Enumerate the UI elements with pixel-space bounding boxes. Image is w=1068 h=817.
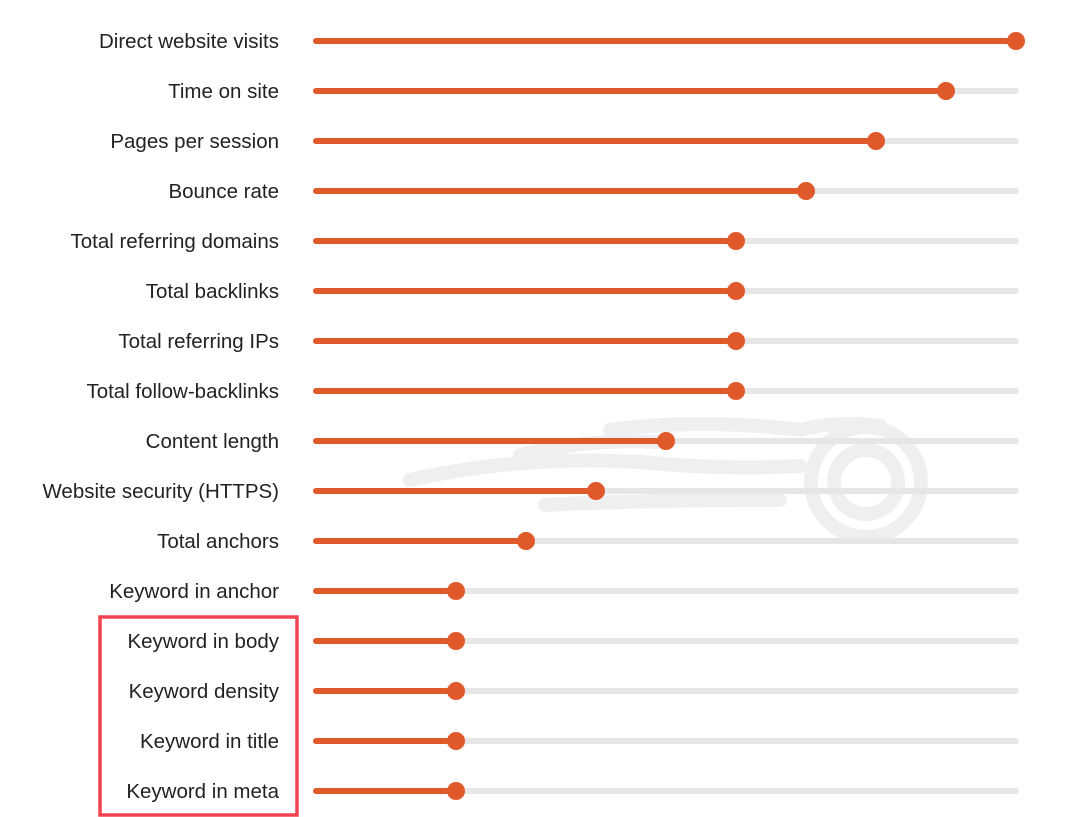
category-label: Direct website visits <box>99 30 279 53</box>
category-label: Pages per session <box>110 130 279 153</box>
chart-row-keyword-in-body: Keyword in body <box>127 630 1019 653</box>
chart-row-bounce-rate: Bounce rate <box>168 180 1019 203</box>
chart-row-total-referring-domains: Total referring domains <box>70 230 1019 253</box>
value-marker <box>657 432 675 450</box>
category-label: Content length <box>146 430 279 453</box>
value-marker <box>587 482 605 500</box>
value-marker <box>447 632 465 650</box>
category-label: Total referring domains <box>70 230 279 253</box>
value-marker <box>727 232 745 250</box>
value-marker <box>867 132 885 150</box>
category-label: Keyword in meta <box>126 780 279 803</box>
chart-row-pages-per-session: Pages per session <box>110 130 1019 153</box>
chart-row-content-length: Content length <box>146 430 1019 453</box>
chart-row-keyword-in-meta: Keyword in meta <box>126 780 1019 803</box>
category-label: Total backlinks <box>146 280 279 303</box>
chart-row-time-on-site: Time on site <box>168 80 1019 103</box>
chart-row-total-backlinks: Total backlinks <box>146 280 1019 303</box>
value-marker <box>447 582 465 600</box>
chart-row-total-anchors: Total anchors <box>157 530 1019 553</box>
category-label: Keyword in body <box>127 630 279 653</box>
category-label: Website security (HTTPS) <box>42 480 279 503</box>
category-label: Total anchors <box>157 530 279 553</box>
chart-row-keyword-in-title: Keyword in title <box>140 730 1019 753</box>
chart-row-keyword-in-anchor: Keyword in anchor <box>109 580 1019 603</box>
value-marker <box>797 182 815 200</box>
chart-rows: Direct website visits Time on site Pages p… <box>42 30 1025 803</box>
value-marker <box>727 382 745 400</box>
category-label: Keyword in title <box>140 730 279 753</box>
value-marker <box>937 82 955 100</box>
highlight-box <box>98 615 299 817</box>
chart-row-total-referring-ips: Total referring IPs <box>118 330 1019 353</box>
value-marker <box>447 782 465 800</box>
value-marker <box>517 532 535 550</box>
category-label: Bounce rate <box>168 180 279 203</box>
category-label: Keyword in anchor <box>109 580 279 603</box>
value-marker <box>447 732 465 750</box>
chart-row-direct-website-visits: Direct website visits <box>99 30 1025 53</box>
category-label: Total referring IPs <box>118 330 279 353</box>
value-marker <box>1007 32 1025 50</box>
category-label: Time on site <box>168 80 279 103</box>
category-label: Total follow-backlinks <box>86 380 279 403</box>
value-marker <box>727 282 745 300</box>
chart-row-total-follow-backlinks: Total follow-backlinks <box>86 380 1019 403</box>
chart-row-keyword-density: Keyword density <box>129 680 1019 703</box>
category-label: Keyword density <box>129 680 280 703</box>
chart-row-website-security-https: Website security (HTTPS) <box>42 480 1019 503</box>
value-marker <box>447 682 465 700</box>
value-marker <box>727 332 745 350</box>
